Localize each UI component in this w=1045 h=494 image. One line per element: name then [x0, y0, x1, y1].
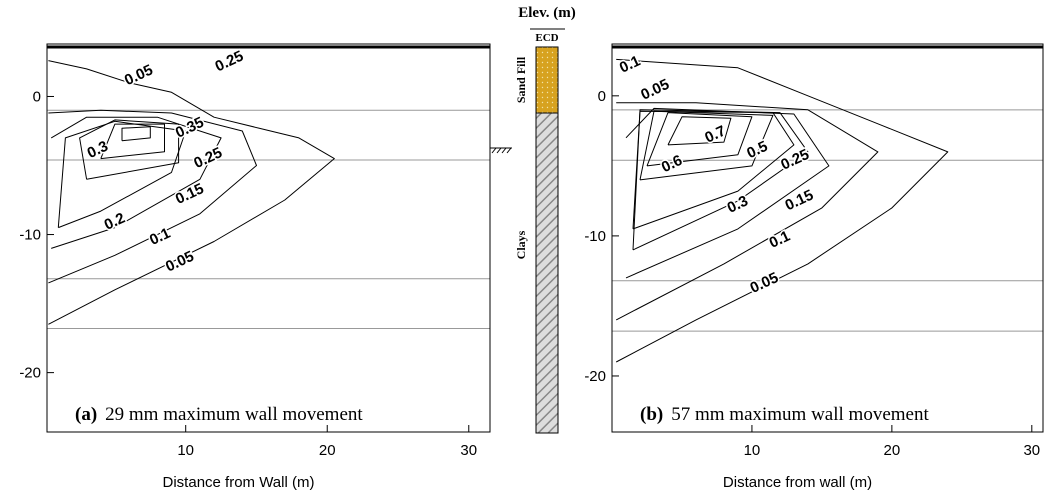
- x-tick-label: 20: [319, 442, 336, 459]
- clay-layer: [536, 113, 558, 433]
- contour-label: 0.15: [173, 180, 207, 208]
- soil-column: Elev. (m) ECD Sand Fill Clays: [490, 5, 576, 433]
- contour-line: [616, 103, 878, 320]
- x-tick-label: 20: [884, 442, 901, 459]
- contour-line: [101, 124, 165, 159]
- plot-area: [612, 47, 1043, 362]
- ground-marker: [490, 148, 512, 153]
- contour-label: 0.15: [782, 187, 816, 215]
- contour-label: 0.25: [191, 144, 225, 172]
- x-axis-label: Distance from wall (m): [723, 474, 872, 491]
- caption: (b) 57 mm maximum wall movement: [640, 404, 929, 425]
- contour-line: [616, 59, 948, 362]
- contour-line: [122, 127, 150, 141]
- layer-label: Sand Fill: [514, 56, 528, 103]
- contour-label: 0.05: [638, 76, 672, 104]
- contour-line: [48, 110, 256, 283]
- panel-label: (b): [640, 404, 663, 425]
- contour-label: 0.6: [659, 152, 685, 176]
- y-tick-label: -20: [584, 368, 606, 385]
- x-tick-label: 30: [460, 442, 477, 459]
- figure: Elev. (m) ECD Sand Fill Clays 0.050.050.…: [0, 0, 1045, 494]
- sand-layer: [536, 47, 558, 113]
- contour-label: 0.25: [213, 48, 247, 76]
- caption: (a) 29 mm maximum wall movement: [75, 404, 363, 425]
- column-title: Elev. (m): [518, 5, 576, 21]
- column-header: ECD: [535, 32, 558, 44]
- panel-label: (a): [75, 404, 97, 425]
- contour-label: 0.1: [767, 228, 793, 252]
- x-tick-label: 10: [744, 442, 761, 459]
- contour-label: 0.3: [725, 192, 751, 216]
- caption-text: 29 mm maximum wall movement: [105, 404, 363, 425]
- y-tick-label: -10: [19, 227, 41, 244]
- x-tick-label: 30: [1023, 442, 1040, 459]
- contour-label: 0.1: [617, 52, 643, 76]
- caption-text: 57 mm maximum wall movement: [671, 404, 929, 425]
- y-tick-label: 0: [598, 88, 606, 105]
- x-axis-label: Distance from Wall (m): [163, 474, 315, 491]
- contour-label: 0.05: [747, 269, 781, 297]
- plot-area: [47, 47, 490, 328]
- layer-label: Clays: [514, 230, 528, 259]
- y-tick-label: -10: [584, 228, 606, 245]
- plot-frame: [612, 44, 1043, 432]
- x-tick-label: 10: [177, 442, 194, 459]
- contour-label: 0.5: [744, 138, 770, 162]
- y-tick-label: 0: [33, 88, 41, 105]
- contour-label: 0.35: [173, 114, 207, 142]
- plot-frame: [47, 44, 490, 432]
- y-tick-label: -20: [19, 365, 41, 382]
